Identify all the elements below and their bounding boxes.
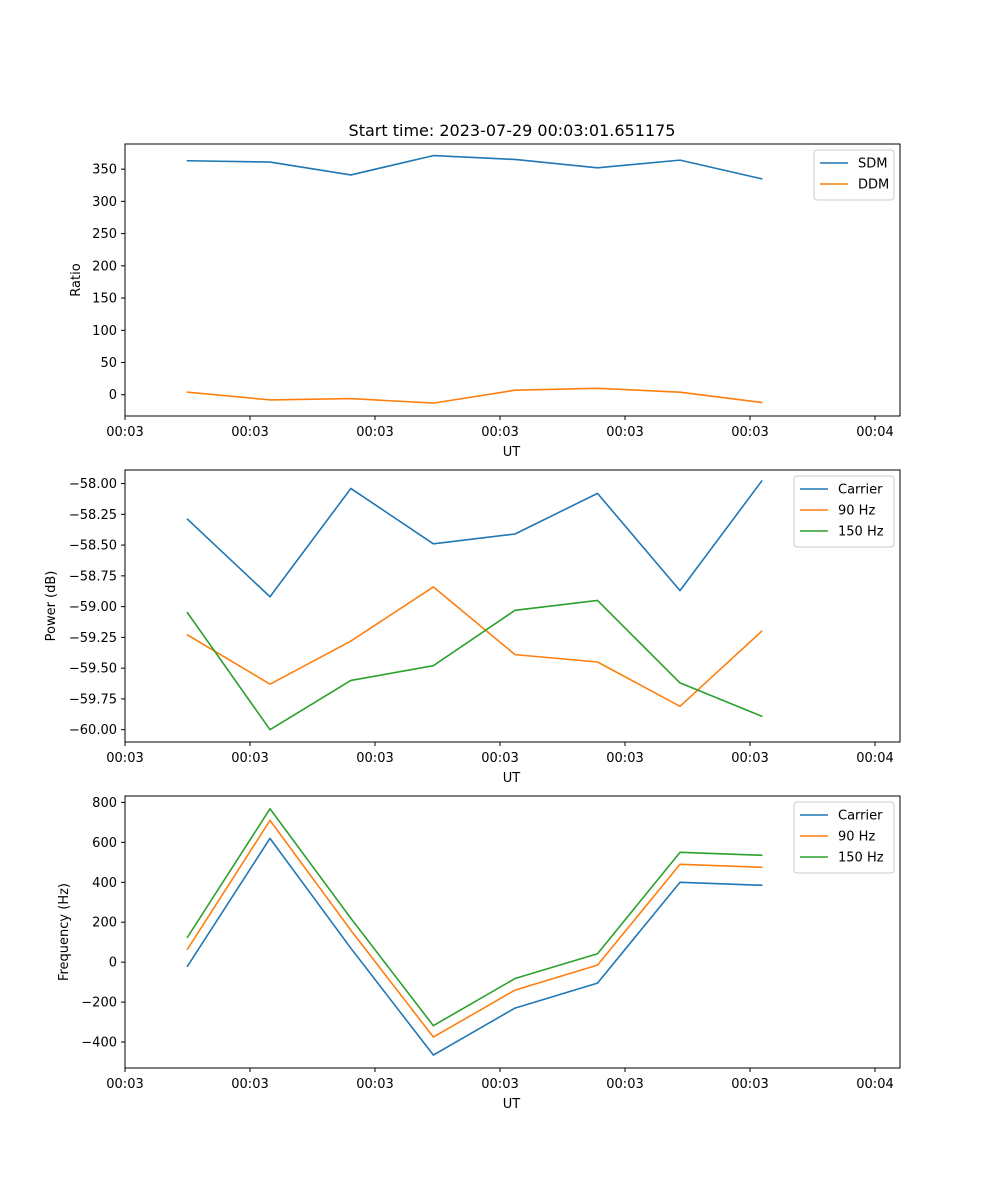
legend-label-90-hz: 90 Hz xyxy=(838,830,875,845)
y-tick-label: −58.25 xyxy=(69,508,117,523)
x-tick-label: 00:04 xyxy=(856,425,893,440)
series-line-sdm xyxy=(186,154,763,180)
y-tick-label: −58.00 xyxy=(69,477,117,492)
y-tick-label: 0 xyxy=(109,388,117,403)
x-tick-label: 00:03 xyxy=(231,425,268,440)
x-tick-label: 00:03 xyxy=(606,1077,643,1092)
x-tick-label: 00:03 xyxy=(231,751,268,766)
x-tick-label: 00:04 xyxy=(856,751,893,766)
y-axis-label: Power (dB) xyxy=(44,571,59,642)
y-tick-label: 300 xyxy=(92,195,117,210)
series-line-150-hz xyxy=(186,807,763,1027)
x-tick-label: 00:03 xyxy=(731,425,768,440)
x-tick-label: 00:03 xyxy=(731,1077,768,1092)
panel-ratio: 00:03 00:03 00:03 00:03 00:03 00:03 00:04 0 50 10… xyxy=(69,143,901,460)
y-tick-label: 600 xyxy=(92,836,117,851)
legend-label-150-hz: 150 Hz xyxy=(838,851,884,866)
legend-box xyxy=(793,475,895,548)
legend-label-150-hz: 150 Hz xyxy=(838,525,884,540)
y-tick-label: 150 xyxy=(92,292,117,307)
x-tick-label: 00:04 xyxy=(856,1077,893,1092)
legend-label-ddm: DDM xyxy=(858,178,889,193)
x-tick-label: 00:03 xyxy=(606,425,643,440)
y-tick-label: 250 xyxy=(92,227,117,242)
y-tick-label: −59.00 xyxy=(69,600,117,615)
y-tick-label: 50 xyxy=(100,356,117,371)
x-tick-label: 00:03 xyxy=(481,751,518,766)
y-tick-label: −400 xyxy=(81,1036,117,1051)
y-tick-label: 800 xyxy=(92,796,117,811)
x-axis-label: UT xyxy=(503,1097,521,1112)
plot-area-frame xyxy=(124,143,901,417)
y-tick-label: 200 xyxy=(92,259,117,274)
figure-title: Start time: 2023-07-29 00:03:01.651175 xyxy=(349,121,676,140)
y-tick-label: −59.25 xyxy=(69,631,117,646)
x-tick-label: 00:03 xyxy=(606,751,643,766)
legend-label-90-hz: 90 Hz xyxy=(838,504,875,519)
y-tick-label: 0 xyxy=(109,956,117,971)
y-tick-label: 350 xyxy=(92,163,117,178)
panel-power: 00:03 00:03 00:03 00:03 00:03 00:03 00:04 −60.0… xyxy=(44,469,901,786)
x-tick-label: 00:03 xyxy=(481,1077,518,1092)
x-tick-label: 00:03 xyxy=(106,1077,143,1092)
y-tick-label: −58.50 xyxy=(69,539,117,554)
y-axis-label: Frequency (Hz) xyxy=(57,883,72,981)
x-tick-label: 00:03 xyxy=(731,751,768,766)
y-tick-label: −58.75 xyxy=(69,569,117,584)
series-line-carrier xyxy=(186,837,763,1056)
series-line-ddm xyxy=(186,387,763,404)
y-axis-label: Ratio xyxy=(69,263,84,296)
x-tick-label: 00:03 xyxy=(106,425,143,440)
y-tick-label: −200 xyxy=(81,996,117,1011)
legend-label-carrier: Carrier xyxy=(838,809,883,824)
y-tick-label: 200 xyxy=(92,916,117,931)
series-line-90-hz xyxy=(186,586,763,708)
x-tick-label: 00:03 xyxy=(481,425,518,440)
x-tick-label: 00:03 xyxy=(356,425,393,440)
x-axis-label: UT xyxy=(503,771,521,786)
x-tick-label: 00:03 xyxy=(231,1077,268,1092)
y-tick-label: −59.50 xyxy=(69,662,117,677)
plot-area-frame xyxy=(124,469,901,743)
x-tick-label: 00:03 xyxy=(356,1077,393,1092)
series-line-carrier xyxy=(186,479,763,598)
x-axis-label: UT xyxy=(503,445,521,460)
y-tick-label: −60.00 xyxy=(69,723,117,738)
legend-box xyxy=(793,801,895,874)
y-tick-label: −59.75 xyxy=(69,692,117,707)
plot-area-frame xyxy=(124,795,901,1069)
legend-label-sdm: SDM xyxy=(858,157,887,172)
x-tick-label: 00:03 xyxy=(356,751,393,766)
series-line-90-hz xyxy=(186,819,763,1038)
series-line-150-hz xyxy=(186,599,763,731)
x-tick-label: 00:03 xyxy=(106,751,143,766)
panel-frequency: 00:03 00:03 00:03 00:03 00:03 00:03 00:04 −400 −… xyxy=(57,795,901,1112)
y-tick-label: 100 xyxy=(92,324,117,339)
legend-label-carrier: Carrier xyxy=(838,483,883,498)
y-tick-label: 400 xyxy=(92,876,117,891)
